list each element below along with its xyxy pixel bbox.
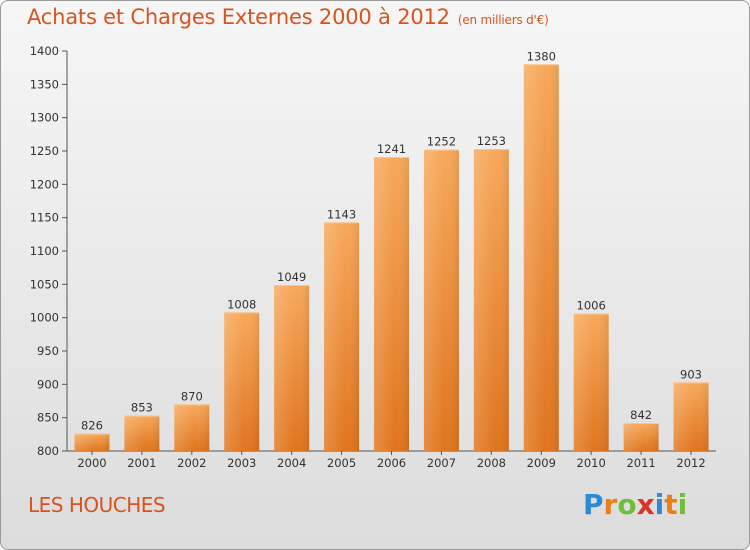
- chart-title-text: Achats et Charges Externes 2000 à 2012: [27, 5, 450, 29]
- bar-value-label: 853: [131, 401, 153, 415]
- bar-value-label: 1253: [477, 134, 506, 148]
- bar-shading: [374, 157, 409, 451]
- bar-shading: [274, 285, 310, 451]
- y-tick-label: 950: [37, 344, 59, 358]
- x-tick-label: 2010: [577, 456, 606, 470]
- y-tick-label: 1100: [30, 244, 59, 258]
- x-tick-label: 2003: [227, 456, 256, 470]
- x-tick-label: 2005: [327, 456, 356, 470]
- chart-unit: (en milliers d'€): [457, 13, 549, 27]
- y-tick-label: 850: [37, 411, 59, 425]
- bar-shading: [423, 149, 459, 451]
- bar-value-label: 1252: [427, 135, 456, 149]
- x-tick-label: 2006: [377, 456, 406, 470]
- bar-shading: [324, 222, 360, 451]
- x-tick-label: 2000: [77, 456, 106, 470]
- bar-shading: [224, 312, 260, 451]
- bar-value-label: 826: [81, 419, 103, 433]
- bar-shading: [473, 149, 509, 451]
- y-tick-label: 1350: [30, 77, 59, 91]
- x-tick-label: 2001: [127, 456, 156, 470]
- bar-value-label: 1008: [227, 297, 256, 311]
- y-tick-label: 900: [37, 377, 59, 391]
- x-tick-label: 2007: [427, 456, 456, 470]
- x-tick-label: 2008: [477, 456, 506, 470]
- x-tick-label: 2011: [626, 456, 655, 470]
- x-tick-label: 2002: [177, 456, 206, 470]
- bar-value-label: 1380: [527, 49, 556, 63]
- bar-value-label: 1241: [377, 142, 406, 156]
- chart-title: Achats et Charges Externes 2000 à 2012 (e…: [27, 5, 549, 29]
- bar-value-label: 870: [181, 389, 203, 403]
- bar-shading: [124, 415, 160, 451]
- bar-value-label: 903: [680, 367, 702, 381]
- bar-shading: [573, 313, 609, 451]
- bar-shading: [74, 433, 110, 451]
- y-tick-label: 1300: [30, 111, 59, 125]
- bar-value-label: 842: [630, 408, 652, 422]
- x-tick-label: 2009: [527, 456, 556, 470]
- y-tick-label: 1150: [30, 211, 59, 225]
- bar-shading: [174, 404, 210, 451]
- y-tick-label: 1000: [30, 311, 59, 325]
- bar-value-label: 1143: [327, 207, 356, 221]
- bar-shading: [523, 64, 559, 452]
- x-tick-label: 2004: [277, 456, 306, 470]
- y-tick-label: 1400: [30, 44, 59, 58]
- x-tick-label: 2012: [676, 456, 705, 470]
- y-tick-label: 800: [37, 444, 59, 458]
- proxiti-logo: Proxiti: [583, 488, 688, 521]
- bar-value-label: 1049: [277, 270, 306, 284]
- y-tick-label: 1200: [30, 177, 59, 191]
- bar-shading: [623, 423, 659, 451]
- commune-name: LES HOUCHES: [28, 493, 166, 517]
- y-tick-label: 1050: [30, 277, 59, 291]
- y-tick-label: 1250: [30, 144, 59, 158]
- bar-value-label: 1006: [577, 299, 606, 313]
- bar-shading: [673, 382, 709, 451]
